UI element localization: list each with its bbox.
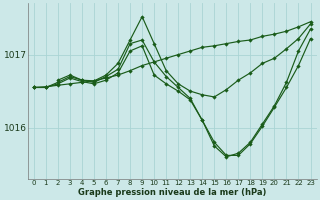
X-axis label: Graphe pression niveau de la mer (hPa): Graphe pression niveau de la mer (hPa)	[78, 188, 266, 197]
